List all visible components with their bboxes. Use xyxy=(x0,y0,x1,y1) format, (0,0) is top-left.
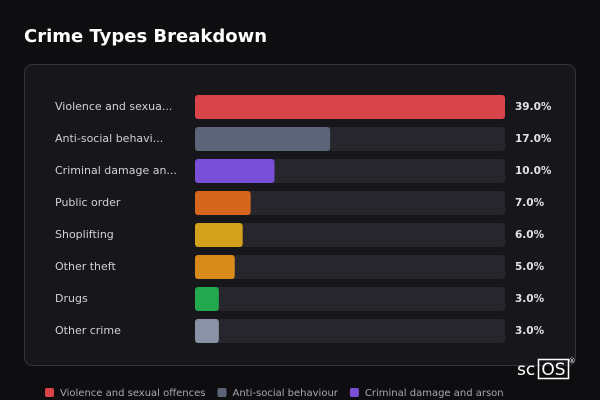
bar xyxy=(195,319,219,343)
watermark-text: sc xyxy=(517,360,535,380)
value-label: 39.0% xyxy=(515,101,552,113)
watermark-boxed: OS xyxy=(541,360,565,380)
bar-track xyxy=(195,191,505,215)
legend-swatch xyxy=(217,388,227,397)
category-label: Other theft xyxy=(55,260,116,273)
legend-label: Criminal damage and arson xyxy=(365,388,504,399)
value-label: 3.0% xyxy=(515,293,545,305)
category-label: Public order xyxy=(55,196,121,209)
chart-title: Crime Types Breakdown xyxy=(24,26,267,47)
value-label: 17.0% xyxy=(515,133,552,145)
category-label: Other crime xyxy=(55,324,121,337)
category-label: Shoplifting xyxy=(55,228,114,241)
legend-label: Violence and sexual offences xyxy=(60,388,206,399)
value-label: 6.0% xyxy=(515,229,545,241)
value-label: 10.0% xyxy=(515,165,552,177)
bar xyxy=(195,127,331,151)
category-label: Criminal damage an... xyxy=(55,164,177,177)
watermark-mark: ® xyxy=(569,357,576,365)
value-label: 5.0% xyxy=(515,261,545,273)
bar-track xyxy=(195,255,505,279)
category-label: Anti-social behavi... xyxy=(55,132,163,145)
legend-swatch xyxy=(349,388,359,397)
value-label: 3.0% xyxy=(515,325,545,337)
bar-track xyxy=(195,319,505,343)
watermark-box xyxy=(537,358,570,380)
bar-track xyxy=(195,287,505,311)
bar xyxy=(195,159,275,183)
legend-label: Anti-social behaviour xyxy=(233,388,339,399)
bar xyxy=(195,95,505,119)
bar-track xyxy=(195,223,505,247)
value-label: 7.0% xyxy=(515,197,545,209)
bar xyxy=(195,191,251,215)
bar xyxy=(195,223,243,247)
bar xyxy=(195,255,235,279)
watermark: sc OS ® xyxy=(517,357,576,380)
category-label: Violence and sexua... xyxy=(55,100,172,113)
category-label: Drugs xyxy=(55,292,88,305)
bar xyxy=(195,287,219,311)
legend-swatch xyxy=(45,388,54,397)
